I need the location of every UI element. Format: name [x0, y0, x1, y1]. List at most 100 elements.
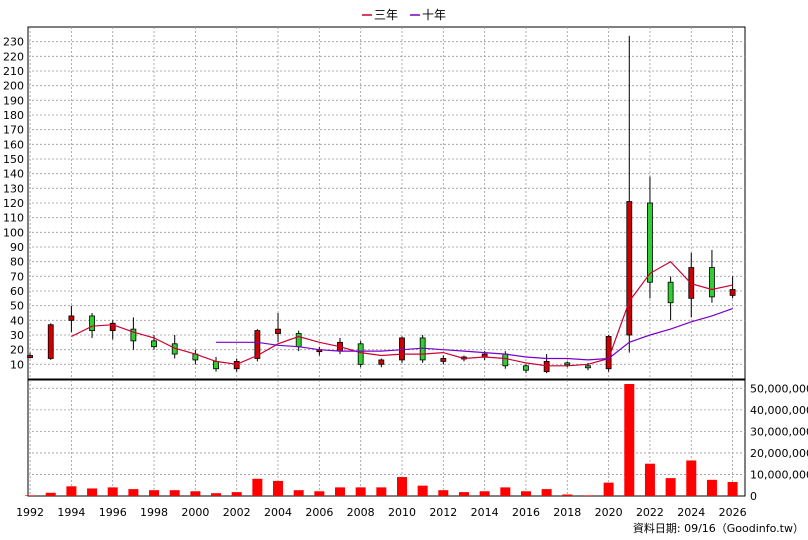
volume-bar	[520, 491, 531, 496]
candle-body	[254, 330, 261, 359]
volume-bar	[252, 478, 263, 496]
volume-bar	[438, 490, 449, 496]
price-tick-label: 110	[3, 212, 24, 225]
volume-axis-ticks: 0 10,000,000 20,000,000 30,000,000 40,000,00…	[750, 382, 808, 503]
volume-bar	[624, 384, 635, 496]
price-tick-label: 40	[10, 314, 24, 327]
volume-bar	[149, 490, 160, 496]
candle-body	[357, 343, 364, 365]
candle-body	[440, 358, 447, 362]
candle-body	[213, 360, 219, 370]
volume-bars	[25, 384, 738, 496]
candle-body	[523, 365, 529, 371]
price-tick-label: 10	[10, 358, 24, 371]
candle-body	[564, 362, 571, 366]
volume-tick-label: 10,000,000	[750, 468, 808, 481]
price-tick-label: 160	[3, 138, 24, 151]
price-gridlines	[28, 27, 745, 379]
price-tick-label: 230	[3, 36, 24, 49]
ma-3yr-line	[71, 260, 733, 367]
year-tick-label: 2008	[347, 506, 375, 519]
candle-body	[399, 337, 405, 361]
year-axis-ticks: 1992 1994 1996 1998 2000 2002 2004 2006 2008 2010…	[16, 506, 747, 519]
candle-body	[585, 365, 591, 369]
volume-bar	[87, 488, 98, 496]
price-tick-label: 140	[3, 168, 24, 181]
candle-body	[729, 289, 736, 296]
volume-bar	[293, 490, 304, 496]
volume-bar	[273, 480, 284, 496]
price-tick-label: 190	[3, 94, 24, 107]
volume-bar	[107, 487, 118, 496]
candle-body	[27, 355, 33, 358]
year-tick-label: 2016	[512, 506, 540, 519]
volume-bar	[376, 487, 387, 496]
volume-bar	[458, 492, 469, 496]
year-tick-label: 2002	[223, 506, 251, 519]
candle-body	[68, 315, 75, 321]
year-tick-label: 2024	[677, 506, 705, 519]
volume-bar	[335, 487, 346, 496]
footer-note: 資料日期: 09/16（Goodinfo.tw）	[633, 521, 804, 535]
volume-bar	[706, 479, 717, 496]
year-tick-label: 2010	[388, 506, 416, 519]
volume-bar	[45, 492, 56, 496]
candle-body	[47, 324, 54, 359]
price-panel: 1020304050607080901001101201301401501601…	[3, 26, 746, 380]
volume-bar	[314, 491, 325, 496]
price-tick-label: 60	[10, 285, 24, 298]
year-tick-label: 2004	[264, 506, 292, 519]
price-tick-label: 130	[3, 182, 24, 195]
volume-bar	[25, 495, 36, 496]
volume-bar	[190, 491, 201, 496]
volume-bar	[66, 486, 77, 496]
volume-tick-label: 50,000,000	[750, 382, 808, 395]
candle-body	[502, 353, 509, 367]
candle-body	[233, 360, 240, 370]
price-tick-label: 220	[3, 50, 24, 63]
price-tick-label: 20	[10, 344, 24, 357]
legend: 三年 十年	[362, 8, 446, 22]
price-tick-label: 100	[3, 226, 24, 239]
year-tick-label: 1996	[99, 506, 127, 519]
ma-10yr-line	[216, 308, 733, 361]
year-tick-label: 2026	[719, 506, 747, 519]
price-tick-label: 90	[10, 241, 24, 254]
year-tick-label: 2012	[429, 506, 457, 519]
price-tick-label: 210	[3, 65, 24, 78]
volume-bar	[727, 482, 738, 496]
volume-bar	[582, 495, 593, 496]
volume-tick-label: 30,000,000	[750, 425, 808, 438]
year-tick-label: 2020	[595, 506, 623, 519]
year-tick-label: 2018	[553, 506, 581, 519]
volume-bar	[211, 493, 222, 496]
candle-body	[647, 202, 653, 283]
year-tick-label: 2000	[181, 506, 209, 519]
year-tick-label: 2006	[305, 506, 333, 519]
candle-body	[543, 360, 550, 373]
volume-tick-label: 20,000,000	[750, 447, 808, 460]
volume-bar	[665, 478, 676, 496]
volume-bar	[479, 491, 490, 496]
year-tick-label: 1992	[16, 506, 44, 519]
year-tick-label: 2022	[636, 506, 664, 519]
price-tick-label: 150	[3, 153, 24, 166]
volume-bar	[644, 463, 655, 496]
candle-body	[89, 315, 95, 331]
volume-bar	[231, 492, 242, 496]
price-tick-label: 170	[3, 124, 24, 137]
volume-bar	[500, 487, 511, 496]
volume-bar	[603, 482, 614, 496]
volume-bar	[169, 490, 180, 496]
volume-bar	[562, 494, 573, 496]
volume-panel: 0 10,000,000 20,000,000 30,000,000 40,000,00…	[16, 379, 808, 519]
candle-body	[667, 281, 674, 304]
price-tick-label: 30	[10, 329, 24, 342]
volume-bar	[686, 460, 697, 496]
price-axis-ticks: 1020304050607080901001101201301401501601…	[3, 36, 24, 372]
candle-body	[275, 328, 281, 334]
legend-label-ma-3yr: 三年	[374, 8, 398, 22]
candle-body	[419, 337, 426, 361]
volume-tick-label: 0	[750, 490, 757, 503]
